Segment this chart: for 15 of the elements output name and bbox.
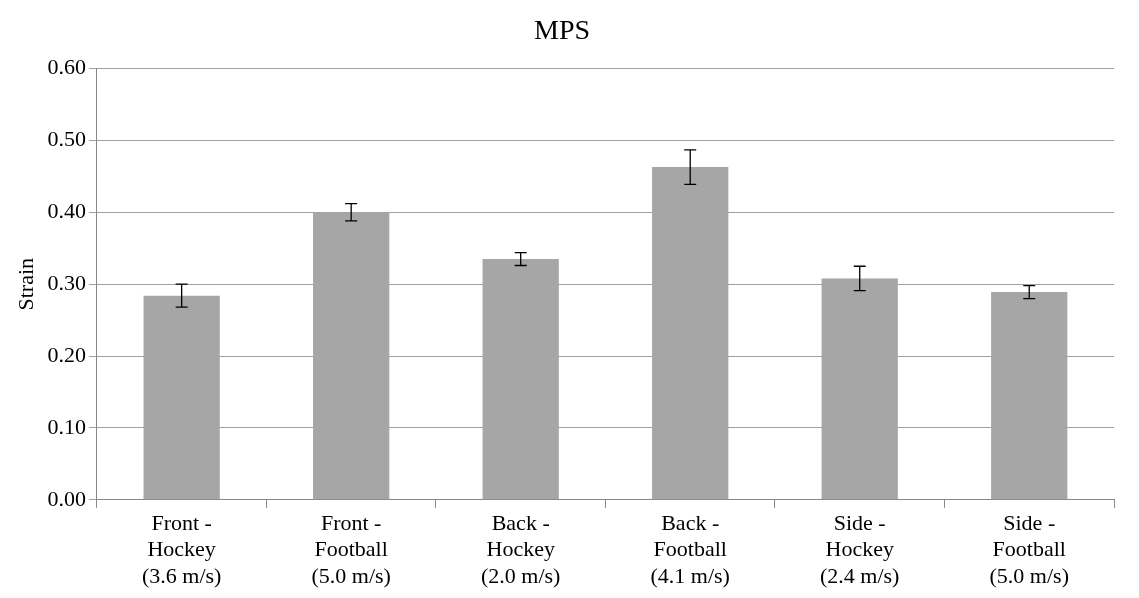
chart-title: MPS xyxy=(533,14,591,46)
x-tick-label: Back - Football (4.1 m/s) xyxy=(650,509,730,588)
y-tick-label: 0.10 xyxy=(47,413,86,439)
x-tick-label: Front - Football (5.0 m/s) xyxy=(311,509,391,588)
y-tick-label: 0.20 xyxy=(47,341,86,367)
x-tick-label: Back - Hockey (2.0 m/s) xyxy=(480,509,561,588)
y-tick-label: 0.40 xyxy=(47,198,86,224)
x-tick-label: Front - Hockey (3.6 m/s) xyxy=(141,509,222,588)
y-tick-label: 0.50 xyxy=(47,126,86,152)
y-tick-label: 0.30 xyxy=(47,269,86,295)
y-axis-title: Strain xyxy=(12,257,38,311)
y-tick-label: 0.60 xyxy=(47,54,86,80)
y-tick-label: 0.00 xyxy=(47,485,86,511)
x-tick-label: Side - Football (5.0 m/s) xyxy=(989,509,1069,588)
x-tick-label: Side - Hockey (2.4 m/s) xyxy=(820,509,900,588)
